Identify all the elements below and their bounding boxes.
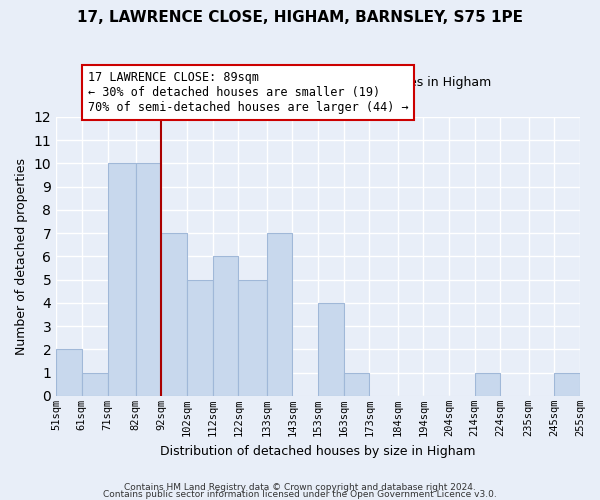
Bar — [82, 372, 107, 396]
Y-axis label: Number of detached properties: Number of detached properties — [15, 158, 28, 355]
Text: 17, LAWRENCE CLOSE, HIGHAM, BARNSLEY, S75 1PE: 17, LAWRENCE CLOSE, HIGHAM, BARNSLEY, S7… — [77, 10, 523, 25]
Bar — [344, 372, 370, 396]
Title: Size of property relative to detached houses in Higham: Size of property relative to detached ho… — [145, 76, 491, 90]
Bar — [318, 303, 344, 396]
Bar — [136, 164, 161, 396]
X-axis label: Distribution of detached houses by size in Higham: Distribution of detached houses by size … — [160, 444, 476, 458]
Text: Contains HM Land Registry data © Crown copyright and database right 2024.: Contains HM Land Registry data © Crown c… — [124, 484, 476, 492]
Bar — [213, 256, 238, 396]
Bar — [161, 233, 187, 396]
Text: Contains public sector information licensed under the Open Government Licence v3: Contains public sector information licen… — [103, 490, 497, 499]
Bar — [187, 280, 213, 396]
Bar — [267, 233, 292, 396]
Bar — [554, 372, 580, 396]
Bar — [475, 372, 500, 396]
Bar — [107, 164, 136, 396]
Bar — [56, 350, 82, 396]
Text: 17 LAWRENCE CLOSE: 89sqm
← 30% of detached houses are smaller (19)
70% of semi-d: 17 LAWRENCE CLOSE: 89sqm ← 30% of detach… — [88, 71, 408, 114]
Bar — [238, 280, 267, 396]
